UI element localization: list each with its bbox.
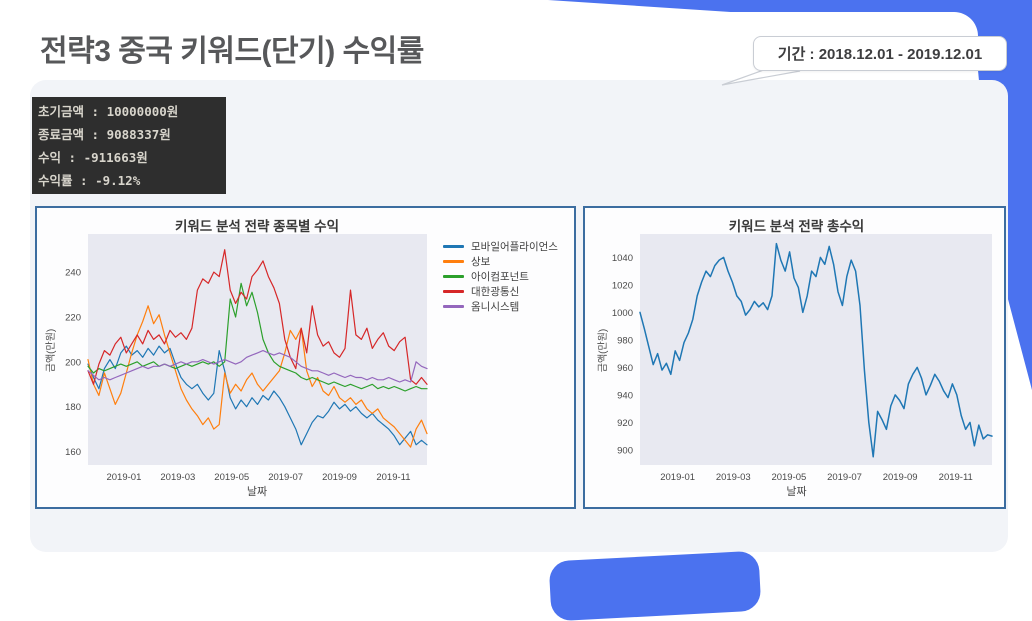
- series-line: [87, 305, 428, 448]
- page-title: 전략3 중국 키워드(단기) 수익률: [40, 35, 424, 68]
- legend-label: 아이컴포넌트: [471, 271, 529, 283]
- legend-label: 상보: [471, 256, 491, 268]
- series-line: [87, 282, 428, 392]
- legend-item: 옴니시스템: [443, 301, 558, 313]
- legend-item: 대한광통신: [443, 286, 558, 298]
- y-tick-label: 160: [65, 447, 81, 458]
- y-tick-label: 900: [617, 445, 633, 456]
- summary-box: 초기금액 : 10000000원 종료금액 : 9088337원 수익 : -9…: [32, 97, 226, 194]
- x-tick-label: 2019-05: [771, 472, 806, 483]
- series-line: [87, 350, 428, 383]
- y-tick-label: 960: [617, 363, 633, 374]
- y-tick-label: 1000: [612, 308, 633, 319]
- y-tick-label: 240: [65, 268, 81, 279]
- legend-label: 옴니시스템: [471, 301, 520, 313]
- legend-label: 대한광통신: [471, 286, 520, 298]
- y-tick-label: 180: [65, 402, 81, 413]
- legend-line-swatch: [443, 305, 464, 308]
- y-tick-label: 940: [617, 390, 633, 401]
- series-line: [87, 345, 428, 446]
- x-tick-label: 2019-11: [376, 472, 410, 483]
- summary-return-rate: 수익률 : -9.12%: [38, 173, 141, 188]
- left-y-axis-label: 금액(만원): [46, 328, 58, 373]
- stock-returns-chart-card: 키워드 분석 전략 종목별 수익 160 180 200 220 240 2019-01 2…: [35, 206, 576, 509]
- x-tick-label: 2019-09: [883, 472, 918, 483]
- legend-line-swatch: [443, 290, 464, 293]
- x-tick-label: 2019-07: [268, 472, 303, 483]
- x-tick-label: 2019-01: [106, 472, 141, 483]
- stock-returns-chart: 160 180 200 220 240 2019-01 2019-03 2019-05 2019…: [65, 234, 428, 483]
- plot-area: [640, 234, 992, 465]
- x-tick-label: 2019-03: [160, 472, 195, 483]
- left-x-axis-label: 날짜: [246, 486, 268, 498]
- plot-area: [88, 234, 427, 465]
- y-tick-label: 220: [65, 312, 81, 323]
- x-tick-label: 2019-05: [214, 472, 249, 483]
- x-tick-label: 2019-09: [322, 472, 357, 483]
- period-callout: 기간 : 2018.12.01 - 2019.12.01: [753, 36, 1007, 71]
- legend-line-swatch: [443, 245, 464, 248]
- right-x-axis-label: 날짜: [786, 486, 807, 498]
- y-tick-label: 200: [65, 357, 81, 368]
- blue-bottom-decoration: [548, 550, 762, 621]
- legend-line-swatch: [443, 260, 464, 263]
- total-returns-chart-title: 키워드 분석 전략 총수익: [728, 219, 865, 234]
- right-y-axis-label: 금액(만원): [598, 328, 610, 373]
- legend-item: 모바일어플라이언스: [443, 241, 558, 253]
- total-returns-chart-card: 키워드 분석 전략 총수익 900 920 940 960 980 1000 1020 104…: [583, 206, 1006, 509]
- x-tick-label: 2019-03: [716, 472, 751, 483]
- stock-returns-chart-title: 키워드 분석 전략 종목별 수익: [174, 219, 340, 234]
- summary-initial-amount: 초기금액 : 10000000원: [38, 104, 179, 119]
- summary-final-amount: 종료금액 : 9088337원: [38, 127, 171, 142]
- x-tick-label: 2019-07: [827, 472, 862, 483]
- period-label: 기간 : 2018.12.01 - 2019.12.01: [777, 46, 983, 63]
- y-tick-label: 920: [617, 418, 633, 429]
- legend-item: 아이컴포넌트: [443, 271, 558, 283]
- total-returns-chart: 900 920 940 960 980 1000 1020 1040 2019-01 2019-0…: [612, 234, 993, 483]
- legend-item: 상보: [443, 256, 558, 268]
- legend-label: 모바일어플라이언스: [471, 241, 558, 253]
- y-tick-label: 1040: [612, 253, 633, 264]
- summary-profit: 수익 : -911663원: [38, 150, 148, 165]
- x-tick-label: 2019-11: [939, 472, 973, 483]
- series-line: [87, 249, 428, 385]
- legend-line-swatch: [443, 275, 464, 278]
- x-tick-label: 2019-01: [660, 472, 695, 483]
- y-tick-label: 1020: [612, 280, 633, 291]
- y-tick-label: 980: [617, 335, 633, 346]
- series-line: [639, 242, 993, 458]
